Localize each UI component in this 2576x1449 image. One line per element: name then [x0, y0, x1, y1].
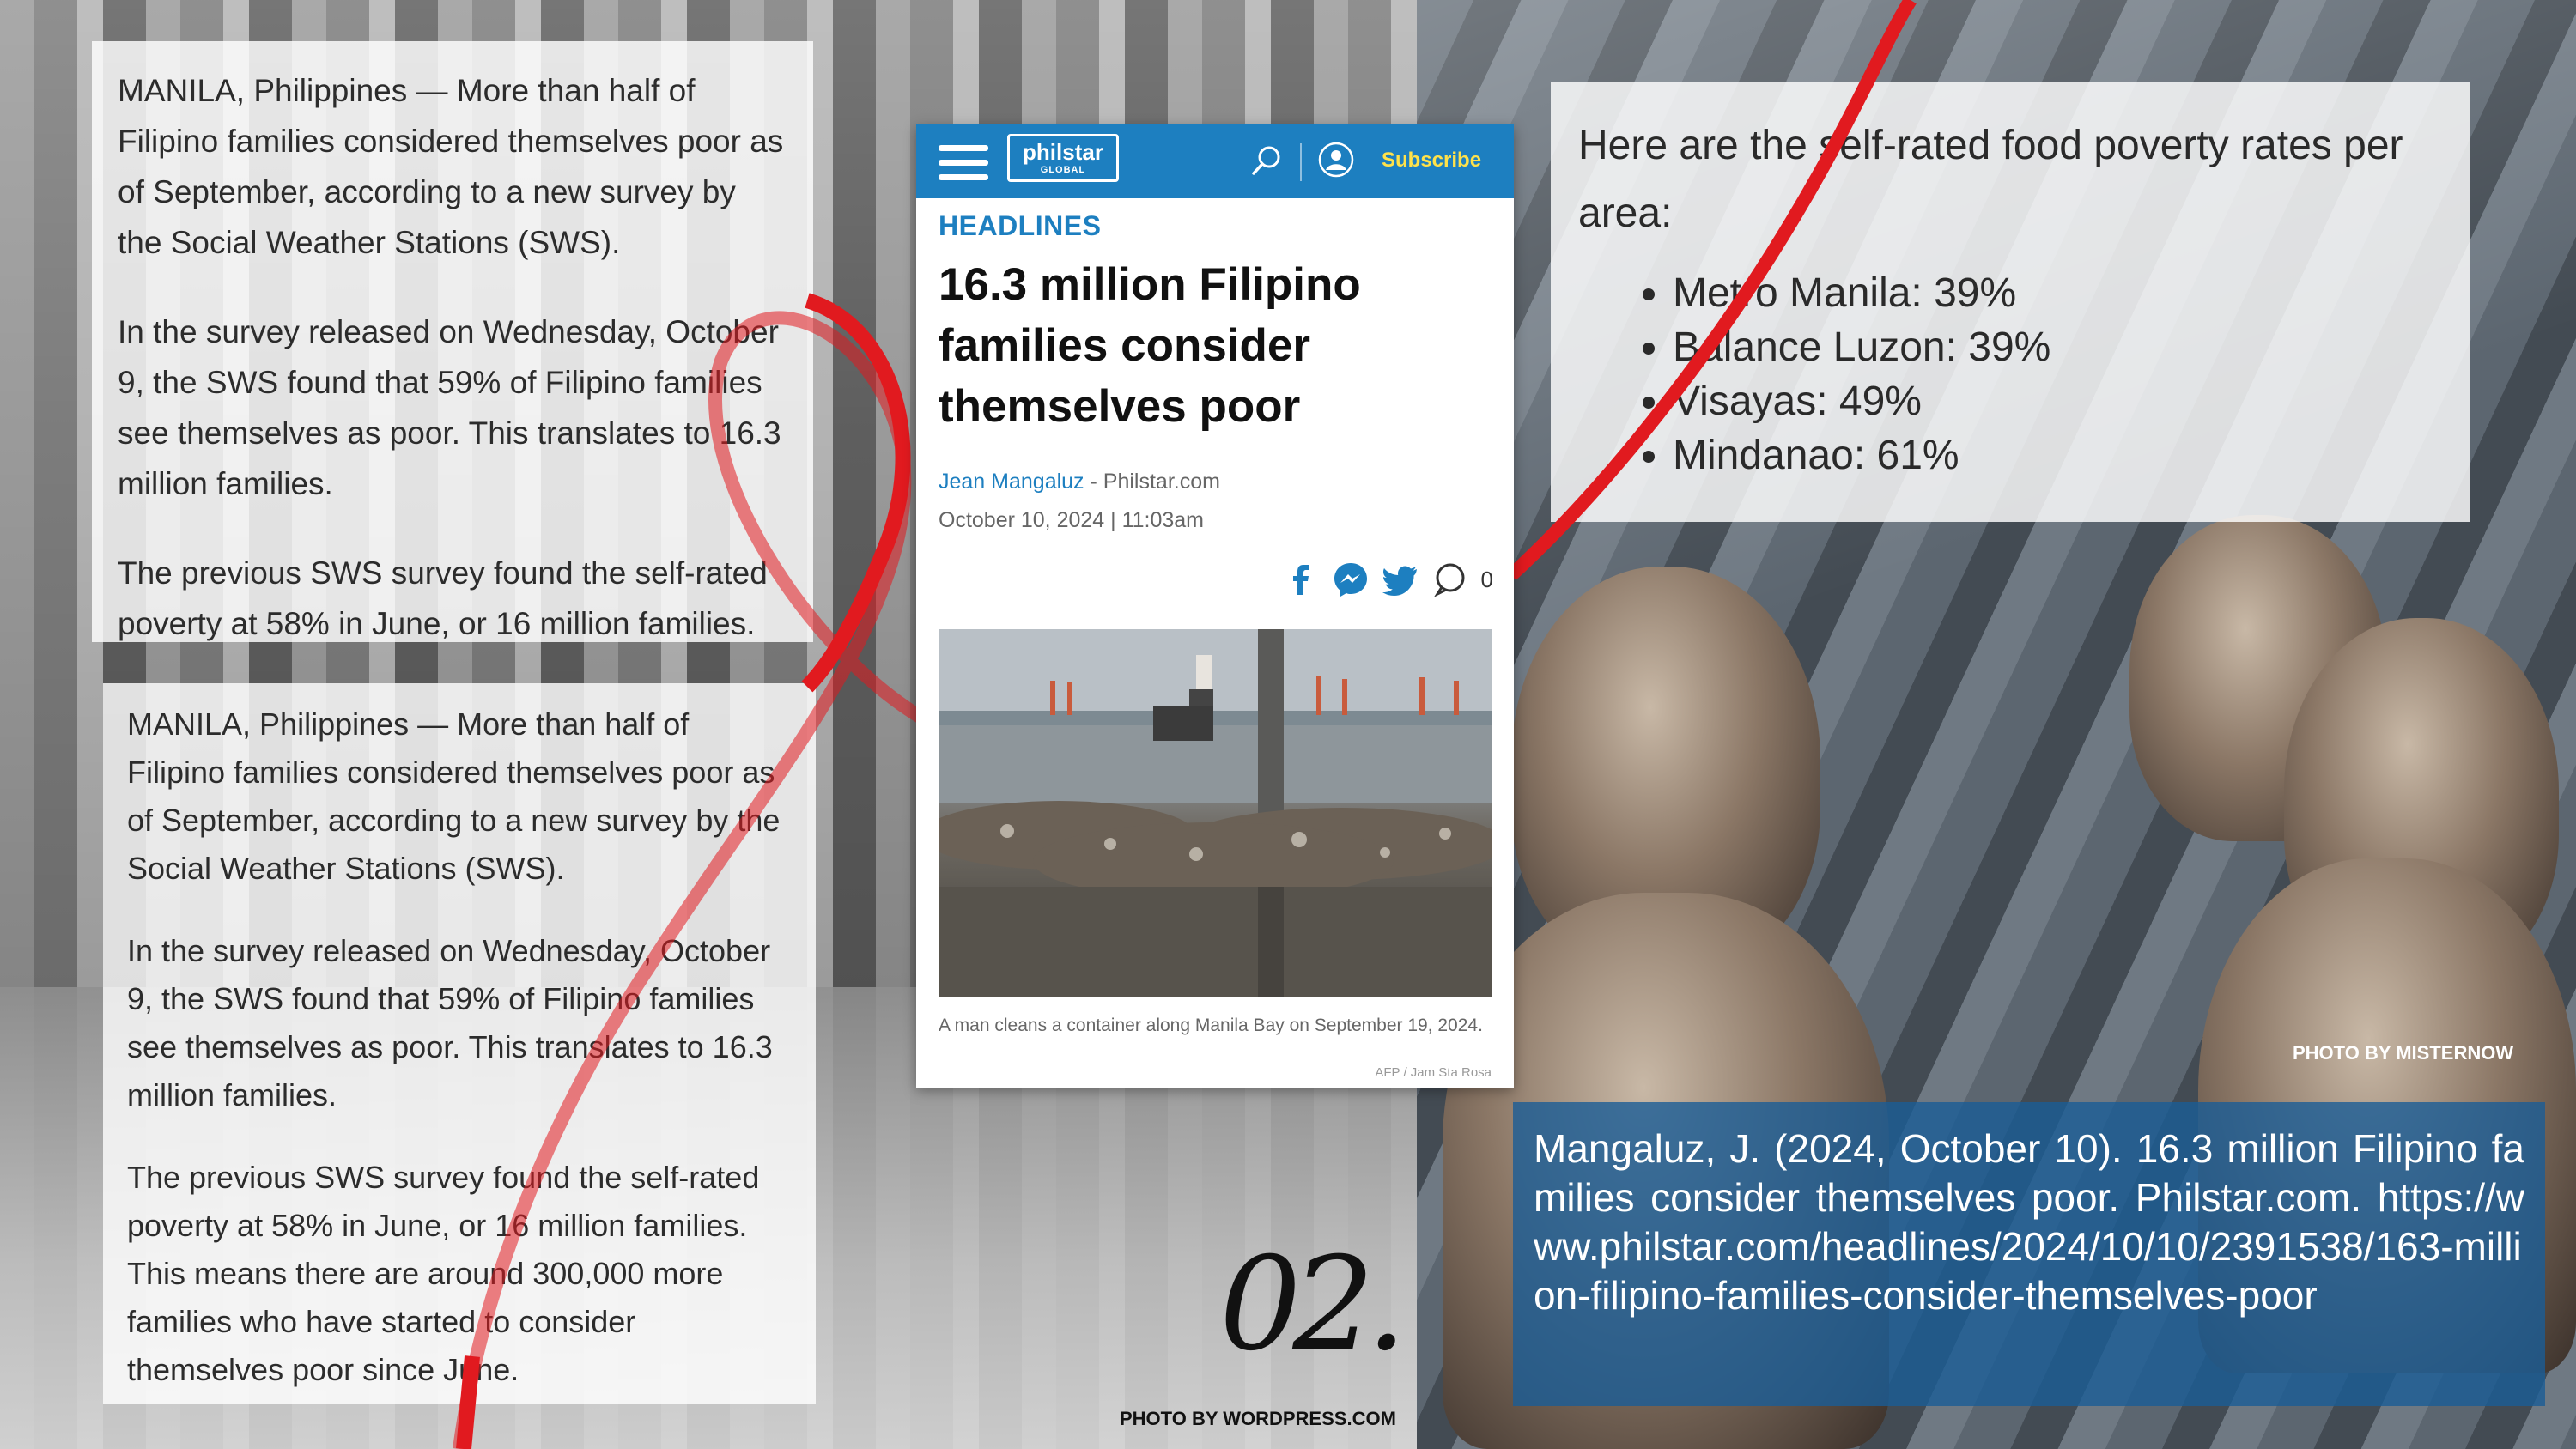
share-bar: 0: [1282, 561, 1493, 598]
messenger-icon[interactable]: [1332, 561, 1370, 598]
article-photo: [939, 629, 1492, 997]
author-link[interactable]: Jean Mangaluz: [939, 470, 1084, 494]
article-headline: 16.3 million Filipino families consider …: [939, 259, 1361, 432]
excerpt-paragraph: The previous SWS survey found the self-r…: [118, 555, 768, 641]
article-excerpt-panel-bottom: MANILA, Philippines — More than half of …: [103, 683, 816, 1404]
photo-credit-right: PHOTO BY MISTERNOW: [2293, 1042, 2514, 1064]
food-poverty-panel: Here are the self-rated food poverty rat…: [1551, 82, 2470, 522]
photo-caption: A man cleans a container along Manila Ba…: [939, 1016, 1483, 1035]
logo-subtext: GLOBAL: [1040, 165, 1086, 175]
excerpt-paragraph: The previous SWS survey found the self-r…: [127, 1160, 760, 1387]
excerpt-paragraph: In the survey released on Wednesday, Oct…: [127, 933, 773, 1113]
list-item: Mindanao: 61%: [1673, 428, 2442, 482]
article-body: HEADLINES 16.3 million Filipino families…: [916, 210, 1514, 533]
philstar-article-screenshot: philstar GLOBAL Subscribe HEADLINES 16.3…: [916, 124, 1514, 1088]
byline: Jean Mangaluz - Philstar.com: [939, 470, 1492, 494]
article-excerpt-panel-top: MANILA, Philippines — More than half of …: [92, 41, 813, 642]
comment-count: 0: [1480, 566, 1493, 592]
philstar-logo[interactable]: philstar GLOBAL: [1007, 134, 1119, 182]
logo-text: philstar: [1023, 139, 1103, 165]
menu-icon[interactable]: [939, 145, 988, 180]
photo-credit: AFP / Jam Sta Rosa: [1375, 1065, 1492, 1080]
search-icon[interactable]: [1249, 143, 1284, 178]
byline-source: - Philstar.com: [1084, 470, 1220, 494]
list-item: Metro Manila: 39%: [1673, 266, 2442, 320]
list-item: Visayas: 49%: [1673, 374, 2442, 428]
manila-bay-photo-illustration: [939, 629, 1492, 997]
slide-number: 02.: [1219, 1230, 1407, 1379]
excerpt-paragraph: In the survey released on Wednesday, Oct…: [118, 314, 781, 501]
excerpt-paragraph: MANILA, Philippines — More than half of …: [127, 706, 781, 886]
subscribe-link[interactable]: Subscribe: [1382, 149, 1482, 172]
list-item: Balance Luzon: 39%: [1673, 320, 2442, 374]
user-account-icon[interactable]: [1318, 142, 1354, 178]
site-header: philstar GLOBAL Subscribe: [916, 124, 1514, 198]
photo-credit-left: PHOTO BY WORDPRESS.COM: [1120, 1408, 1396, 1429]
comment-icon[interactable]: [1431, 561, 1469, 598]
header-divider: [1300, 143, 1302, 181]
food-poverty-intro: Here are the self-rated food poverty rat…: [1578, 123, 2403, 236]
food-poverty-list: Metro Manila: 39% Balance Luzon: 39% Vis…: [1578, 266, 2442, 482]
publish-date: October 10, 2024 | 11:03am: [939, 508, 1205, 532]
twitter-icon[interactable]: [1382, 561, 1419, 598]
facebook-icon[interactable]: [1282, 561, 1320, 598]
section-label[interactable]: HEADLINES: [939, 210, 1102, 241]
apa-citation: Mangaluz, J. (2024, October 10). 16.3 mi…: [1513, 1102, 2545, 1406]
excerpt-paragraph: MANILA, Philippines — More than half of …: [118, 73, 784, 260]
